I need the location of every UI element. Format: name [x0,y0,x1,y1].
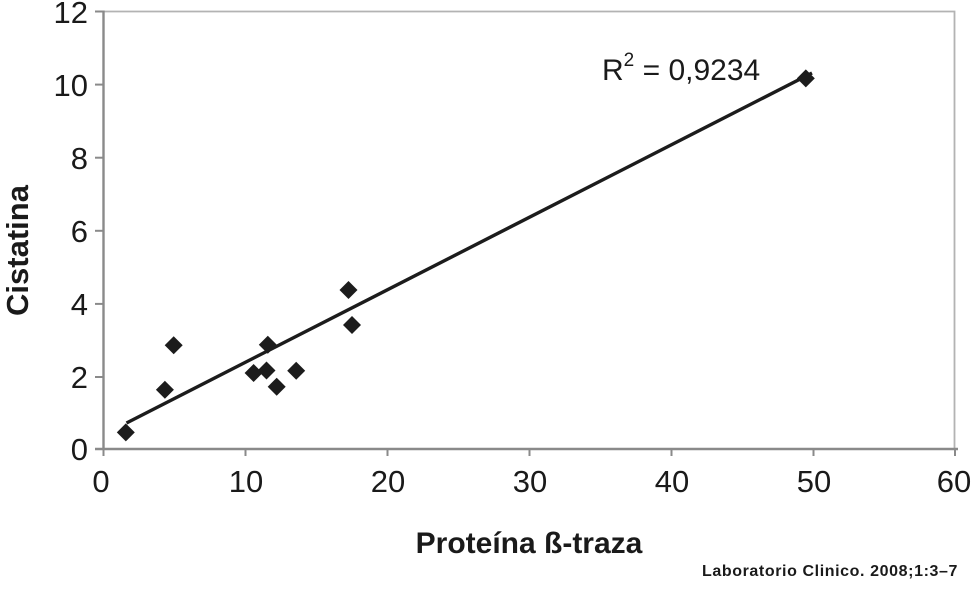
svg-text:0: 0 [92,464,109,499]
svg-text:R2 = 0,9234: R2 = 0,9234 [602,50,760,87]
svg-text:50: 50 [797,464,831,499]
svg-text:40: 40 [655,464,689,499]
svg-text:6: 6 [71,214,88,249]
svg-text:10: 10 [54,68,88,103]
svg-text:30: 30 [513,464,547,499]
svg-text:60: 60 [937,464,971,499]
svg-text:20: 20 [371,464,405,499]
svg-text:10: 10 [229,464,263,499]
svg-text:0: 0 [71,432,88,467]
svg-text:8: 8 [71,141,88,176]
svg-text:Laboratorio Clinico. 2008;1:3–: Laboratorio Clinico. 2008;1:3–7 [702,563,958,580]
svg-text:2: 2 [71,360,88,395]
svg-text:Proteína ß-traza: Proteína ß-traza [416,527,643,560]
svg-text:4: 4 [71,287,88,322]
svg-text:12: 12 [54,0,88,30]
svg-text:Cistatina: Cistatina [0,184,35,316]
